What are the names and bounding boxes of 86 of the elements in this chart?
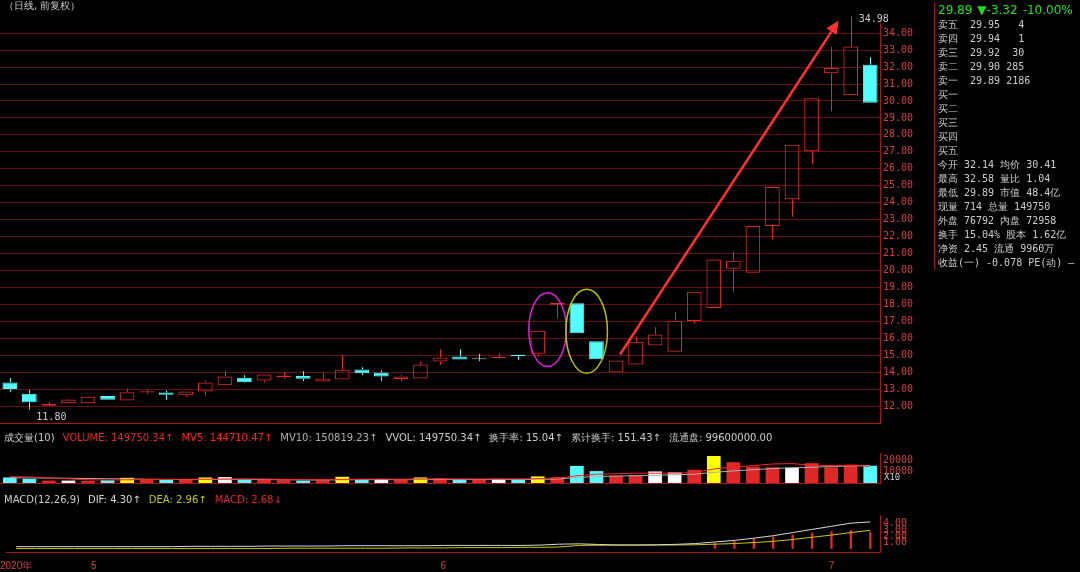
candlestick	[374, 369, 389, 382]
candlestick	[510, 354, 526, 361]
text: 收益(一) -0.078 PE(动) —	[938, 257, 1075, 268]
text: -10.00%	[1022, 2, 1073, 18]
x-tick-label: 7	[828, 559, 835, 571]
x-tick-label: 5	[90, 559, 97, 571]
y-tick-label: 12.00	[883, 399, 914, 411]
chart-title: MACD(12,26,9)	[4, 494, 80, 505]
bar	[394, 479, 408, 483]
bar	[159, 479, 174, 483]
text: 买四	[938, 131, 958, 142]
text: 换手 15.04% 股本 1.62亿	[938, 229, 1067, 240]
text: 最低 29.89 市值 48.4亿	[938, 187, 1061, 198]
bar	[139, 479, 154, 483]
annotation: 34.98	[858, 13, 889, 25]
text: MV5: 144710.47↑	[181, 432, 273, 443]
y-tick-label: 29.00	[883, 111, 914, 123]
candlestick	[354, 366, 370, 376]
text: 最高 32.58 量比 1.04	[938, 173, 1051, 184]
candlestick	[295, 370, 311, 382]
bar	[257, 479, 271, 483]
text: 外盘 76792 内盘 72958	[938, 215, 1057, 226]
bar	[785, 467, 799, 483]
y-tick-label: 33.00	[883, 43, 914, 55]
y-tick-label: 24.00	[883, 196, 914, 208]
text: DEA: 2.96↑	[148, 494, 207, 505]
chart-title: （日线, 前复权）	[4, 0, 81, 11]
text: 买一	[938, 89, 958, 100]
y-tick-label: 19.00	[883, 281, 914, 292]
bar	[2, 477, 17, 483]
text: 买五	[938, 145, 958, 156]
text: 买二	[938, 103, 958, 114]
y-tick-label: 17.00	[883, 314, 914, 326]
y-tick-label: 30.00	[883, 94, 914, 106]
chart-title: 成交量(10)	[4, 432, 55, 443]
y-tick-label: 20000	[883, 453, 914, 465]
text: 现量 714 总量 149750	[938, 201, 1051, 212]
bar	[276, 480, 291, 483]
y-tick-label: 32.00	[883, 60, 914, 72]
text: 卖四 29.94 1	[938, 33, 1025, 44]
bar	[863, 465, 878, 483]
candlestick	[2, 377, 18, 393]
candlestick	[22, 389, 37, 410]
y-tick-label: 14.00	[883, 365, 914, 377]
candlestick	[862, 56, 878, 103]
y-tick-label: 23.00	[883, 213, 914, 225]
y-tick-label: 27.00	[883, 145, 914, 157]
bar	[830, 531, 833, 549]
x-tick-label: 2020年	[0, 559, 33, 571]
bar	[791, 534, 794, 549]
text: 买三	[938, 117, 958, 128]
candlestick	[158, 389, 174, 401]
annotation: 11.80	[36, 411, 67, 423]
text: 流通盘: 99600000.00	[668, 432, 773, 443]
text: 换手率: 15.04↑	[489, 432, 563, 443]
y-tick-label: 22.00	[883, 230, 914, 242]
bar	[824, 467, 838, 483]
y-tick-label: 20.00	[883, 264, 914, 276]
y-tick-label: 13.00	[883, 382, 914, 394]
text: 卖三 29.92 30	[938, 47, 1025, 58]
y-tick-label: 16.00	[883, 331, 914, 343]
text: MACD: 2.68↓	[214, 494, 282, 505]
y-tick-label: 31.00	[883, 77, 914, 89]
text: VOLUME: 149750.34↑	[62, 432, 174, 443]
text: 卖二 29.90 285	[938, 61, 1025, 72]
text: 卖五 29.95 4	[938, 19, 1025, 30]
x-tick-label: 6	[440, 559, 447, 571]
text: ▼-3.32	[977, 2, 1018, 18]
y-tick-label: 34.00	[883, 26, 914, 38]
bar	[765, 467, 780, 483]
y-tick-label: 28.00	[883, 128, 914, 140]
y-tick-label: 21.00	[883, 247, 914, 259]
text: 累计换手: 151.43↑	[570, 432, 661, 443]
text: VVOL: 149750.34↑	[385, 432, 482, 443]
text: 卖一 29.89 2186	[938, 75, 1031, 86]
bar	[22, 478, 37, 483]
text: 29.89	[938, 2, 973, 18]
y-tick-label: 25.00	[883, 179, 914, 191]
bar	[81, 480, 95, 483]
y-tick-label: 15.00	[883, 348, 914, 360]
text: MV10: 150819.23↑	[280, 432, 378, 443]
text: 今开 32.14 均价 30.41	[938, 159, 1057, 170]
text: 净资 2.45 流通 9960万	[938, 243, 1055, 254]
y-tick-label: 18.00	[883, 297, 914, 309]
text: DIF: 4.30↑	[87, 494, 141, 505]
y-tick-label: 26.00	[883, 162, 914, 174]
